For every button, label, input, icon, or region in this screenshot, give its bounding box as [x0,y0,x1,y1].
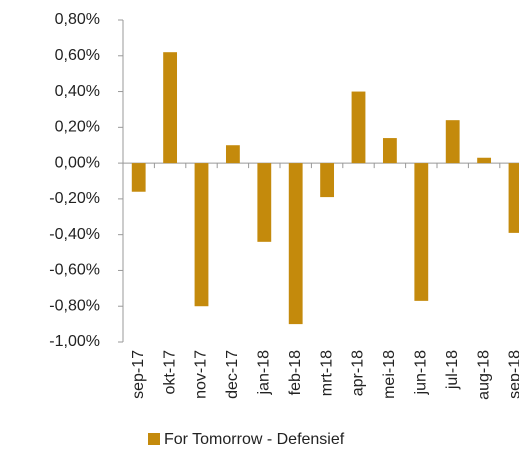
bar [131,163,146,192]
y-tick-label: 0,80% [55,11,100,28]
bar [382,138,397,164]
y-tick-label: 0,00% [55,154,100,171]
bar [194,163,209,307]
x-tick-label: mei-18 [381,350,398,399]
y-tick-label: 0,40% [55,83,100,100]
x-tick-label: sep-18 [507,350,519,399]
x-tick-label: jun-18 [413,350,430,396]
x-tick-label: apr-18 [350,350,367,396]
x-tick-label: sep-17 [130,350,147,399]
y-tick-label: -1,00% [49,333,100,350]
bar [508,163,519,233]
x-tick-label: mrt-18 [318,350,335,396]
y-tick-label: 0,20% [55,119,100,136]
x-tick-label: jul-18 [444,350,461,390]
x-tick-label: nov-17 [193,350,210,399]
bar [225,145,240,164]
y-tick-label: -0,80% [49,297,100,314]
bar [351,91,366,164]
y-tick-label: 0,60% [55,47,100,64]
bar [257,163,272,242]
x-tick-label: dec-17 [224,350,241,399]
y-tick-label: -0,20% [49,190,100,207]
legend-label: For Tomorrow - Defensief [164,431,345,448]
bar [414,163,429,301]
bar [163,52,178,164]
x-tick-label: feb-18 [287,350,304,395]
x-tick-label: okt-17 [161,350,178,395]
bar [445,120,460,164]
y-tick-label: -0,40% [49,226,100,243]
bar [477,157,492,164]
x-tick-label: jan-18 [256,350,273,396]
y-tick-label: -0,60% [49,262,100,279]
bar [320,163,335,198]
legend-swatch [148,433,160,445]
bar [288,163,303,325]
x-tick-label: aug-18 [475,350,492,400]
